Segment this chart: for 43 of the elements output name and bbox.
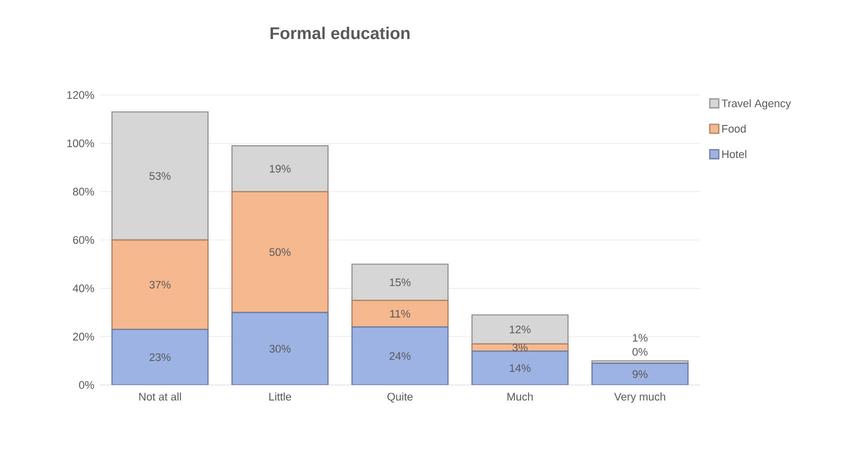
bar <box>111 239 209 330</box>
y-tick-label: 120% <box>67 91 94 99</box>
data-label: 37% <box>149 280 171 289</box>
bar <box>111 111 209 241</box>
data-label: 0% <box>632 348 648 356</box>
bar <box>352 327 448 385</box>
y-tick-label: 80% <box>73 188 94 196</box>
x-tick-label: Quite <box>387 392 413 403</box>
data-label: 11% <box>390 310 410 318</box>
bar <box>112 329 208 385</box>
x-tick-label: Much <box>508 392 533 401</box>
bar <box>351 300 449 328</box>
bar <box>471 314 569 345</box>
y-tick-label: 60% <box>73 236 94 244</box>
y-tick-label: 40% <box>72 284 94 292</box>
data-label: 14% <box>510 364 531 372</box>
data-label: 15% <box>390 278 411 286</box>
bar <box>351 264 449 302</box>
data-label: 30% <box>269 344 291 353</box>
y-tick-label: 20% <box>73 332 94 341</box>
data-label: 12% <box>510 326 531 334</box>
data-label: 1% <box>632 334 648 342</box>
y-tick-label: 0% <box>79 381 94 389</box>
legend-label: Travel Agency <box>722 99 791 110</box>
chart-title: Formal education <box>270 26 410 40</box>
data-label: 9% <box>632 370 648 378</box>
x-tick-label: Very much <box>614 392 666 403</box>
data-label: 23% <box>150 353 171 362</box>
data-label: 19% <box>270 164 291 173</box>
data-label: 24% <box>390 352 411 360</box>
data-label: 50% <box>269 248 291 256</box>
bar <box>591 362 689 385</box>
legend-label: Hotel <box>722 150 746 158</box>
x-tick-label: Not at all <box>139 392 181 401</box>
y-tick-label: 100% <box>67 139 94 148</box>
x-tick-label: Little <box>269 392 292 401</box>
bar <box>231 145 329 192</box>
bar <box>231 191 329 314</box>
data-label: 3% <box>512 344 528 352</box>
bar <box>232 312 328 385</box>
data-label: 53% <box>149 172 171 180</box>
legend-label: Food <box>722 124 746 133</box>
bar <box>472 351 568 385</box>
